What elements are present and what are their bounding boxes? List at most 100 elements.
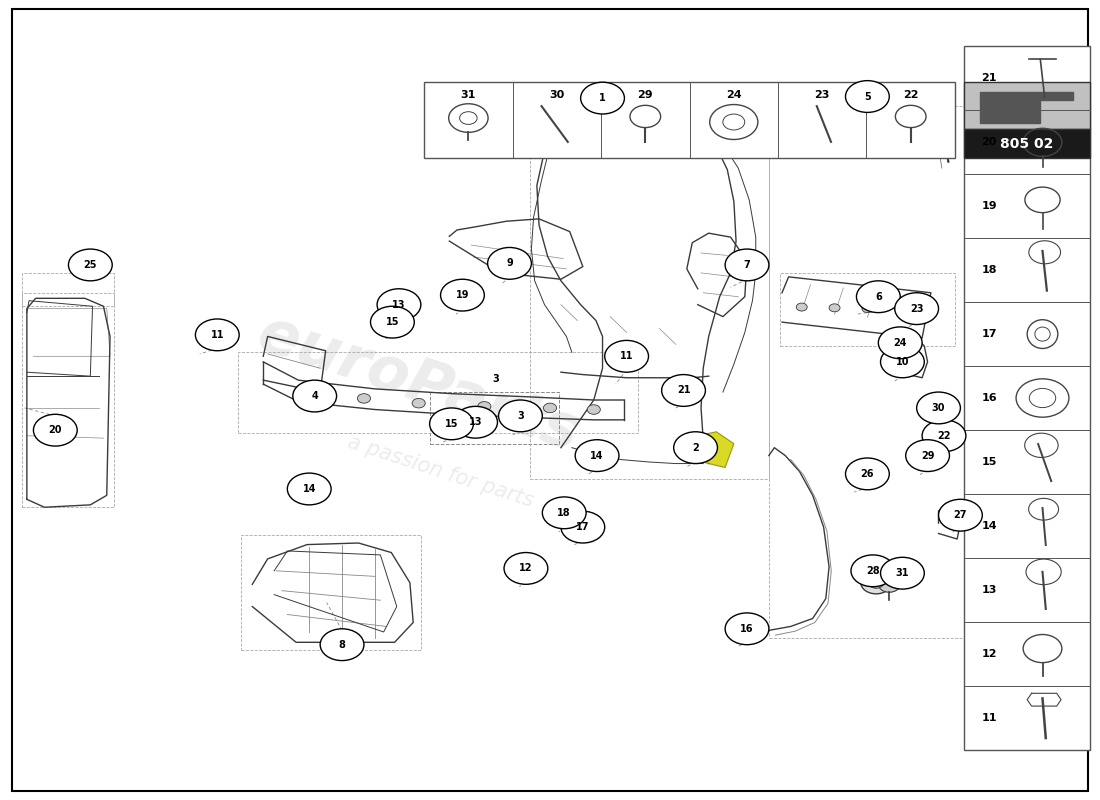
Text: 16: 16 <box>740 624 754 634</box>
Circle shape <box>293 380 337 412</box>
Text: 13: 13 <box>393 300 406 310</box>
Circle shape <box>673 432 717 463</box>
Text: 28: 28 <box>866 566 880 576</box>
Text: 6: 6 <box>874 292 882 302</box>
Polygon shape <box>980 91 1074 123</box>
Bar <box>22 273 114 306</box>
Text: 3: 3 <box>517 411 524 421</box>
Circle shape <box>561 511 605 543</box>
Circle shape <box>880 346 924 378</box>
Circle shape <box>880 558 924 589</box>
Bar <box>780 273 955 346</box>
Circle shape <box>320 629 364 661</box>
Circle shape <box>542 497 586 529</box>
Bar <box>964 129 1090 158</box>
Text: 15: 15 <box>386 317 399 327</box>
Bar <box>964 82 1090 129</box>
Text: a passion for parts: a passion for parts <box>345 432 536 511</box>
Text: 3: 3 <box>492 374 498 384</box>
Text: 19: 19 <box>981 202 997 211</box>
Circle shape <box>878 576 900 592</box>
Circle shape <box>878 327 922 358</box>
Circle shape <box>430 408 473 440</box>
Text: 15: 15 <box>981 457 997 467</box>
Circle shape <box>905 440 949 471</box>
Circle shape <box>851 555 894 586</box>
Text: 11: 11 <box>620 351 634 362</box>
Bar <box>238 352 638 434</box>
Bar <box>769 106 966 638</box>
Bar <box>430 392 559 444</box>
Circle shape <box>453 406 497 438</box>
Text: 22: 22 <box>903 90 918 100</box>
Text: 12: 12 <box>981 649 997 658</box>
Circle shape <box>725 249 769 281</box>
Text: 21: 21 <box>676 386 691 395</box>
Circle shape <box>894 293 938 325</box>
Circle shape <box>487 247 531 279</box>
Circle shape <box>543 403 557 413</box>
Text: 17: 17 <box>981 329 997 339</box>
Text: 18: 18 <box>981 265 997 275</box>
Text: 11: 11 <box>210 330 224 340</box>
Text: 2: 2 <box>692 442 698 453</box>
Circle shape <box>477 402 491 411</box>
Bar <box>22 293 114 507</box>
Circle shape <box>725 613 769 645</box>
Circle shape <box>605 341 649 372</box>
Circle shape <box>862 305 873 313</box>
Text: 23: 23 <box>910 304 923 314</box>
Text: 13: 13 <box>469 418 482 427</box>
Circle shape <box>861 571 891 594</box>
Circle shape <box>358 394 371 403</box>
Text: 19: 19 <box>455 290 470 300</box>
Text: 29: 29 <box>638 90 653 100</box>
Text: 31: 31 <box>895 568 910 578</box>
Text: 26: 26 <box>860 469 875 479</box>
Circle shape <box>314 386 327 395</box>
Circle shape <box>196 319 239 350</box>
Text: 14: 14 <box>591 450 604 461</box>
Circle shape <box>287 473 331 505</box>
Text: 30: 30 <box>932 403 945 413</box>
Circle shape <box>938 499 982 531</box>
Text: 24: 24 <box>726 90 741 100</box>
Text: 24: 24 <box>893 338 907 348</box>
Text: 805 02: 805 02 <box>1000 137 1054 151</box>
Text: euroParts: euroParts <box>250 304 587 464</box>
Polygon shape <box>692 432 734 467</box>
Circle shape <box>575 440 619 471</box>
Text: 29: 29 <box>921 450 934 461</box>
Text: 20: 20 <box>48 425 62 435</box>
Circle shape <box>377 289 421 321</box>
Circle shape <box>829 304 840 312</box>
Text: 5: 5 <box>864 91 871 102</box>
Text: 14: 14 <box>302 484 316 494</box>
Circle shape <box>869 577 883 588</box>
Text: 7: 7 <box>744 260 750 270</box>
Text: 27: 27 <box>954 510 967 520</box>
Circle shape <box>33 414 77 446</box>
Circle shape <box>68 249 112 281</box>
Circle shape <box>371 306 415 338</box>
Text: 8: 8 <box>339 640 345 650</box>
Circle shape <box>922 420 966 452</box>
Circle shape <box>504 553 548 584</box>
Bar <box>530 106 769 479</box>
Circle shape <box>498 400 542 432</box>
Text: 17: 17 <box>576 522 590 532</box>
Text: 1: 1 <box>600 93 606 103</box>
Circle shape <box>857 281 900 313</box>
Circle shape <box>661 374 705 406</box>
Text: 22: 22 <box>937 430 950 441</box>
Circle shape <box>894 306 905 314</box>
Text: 12: 12 <box>519 563 532 574</box>
Text: 13: 13 <box>981 585 997 594</box>
Text: 25: 25 <box>84 260 97 270</box>
Text: 14: 14 <box>981 521 997 531</box>
Circle shape <box>916 392 960 424</box>
Text: 20: 20 <box>981 138 997 147</box>
Text: 30: 30 <box>549 90 564 100</box>
Bar <box>964 46 1090 750</box>
Circle shape <box>796 303 807 311</box>
